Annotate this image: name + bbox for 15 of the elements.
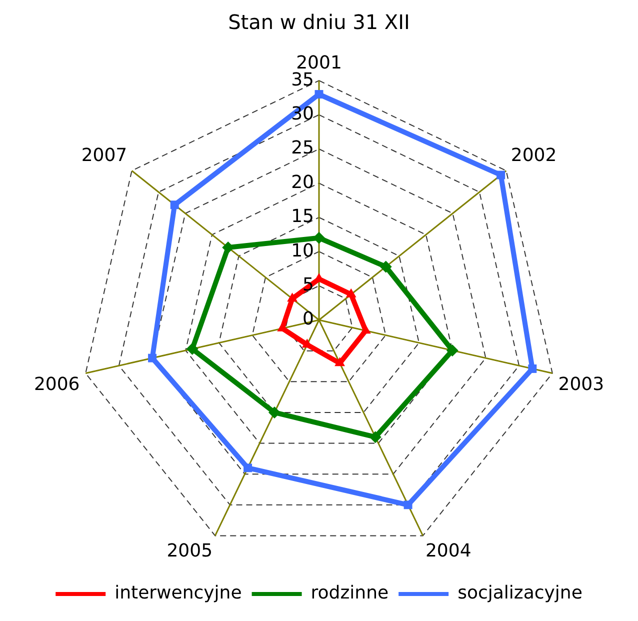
y-tick-label: 25 [291,138,314,159]
legend-label: socjalizacyjne [458,582,582,604]
spoke-label: 2007 [81,144,128,166]
y-tick-label: 30 [291,103,314,124]
chart-title: Stan w dniu 31 XII [228,10,410,34]
y-tick-label: 15 [291,206,314,228]
y-tick-label: 10 [291,240,314,262]
spoke-label: 2002 [510,144,557,166]
spoke-label: 2005 [166,540,213,562]
legend-label: interwencyjne [114,582,242,604]
spoke-label: 2003 [558,374,604,396]
spoke-label: 2006 [34,374,80,396]
y-tick-label: 20 [291,172,314,193]
legend-label: rodzinne [310,582,389,604]
spoke-label: 2004 [425,540,472,562]
